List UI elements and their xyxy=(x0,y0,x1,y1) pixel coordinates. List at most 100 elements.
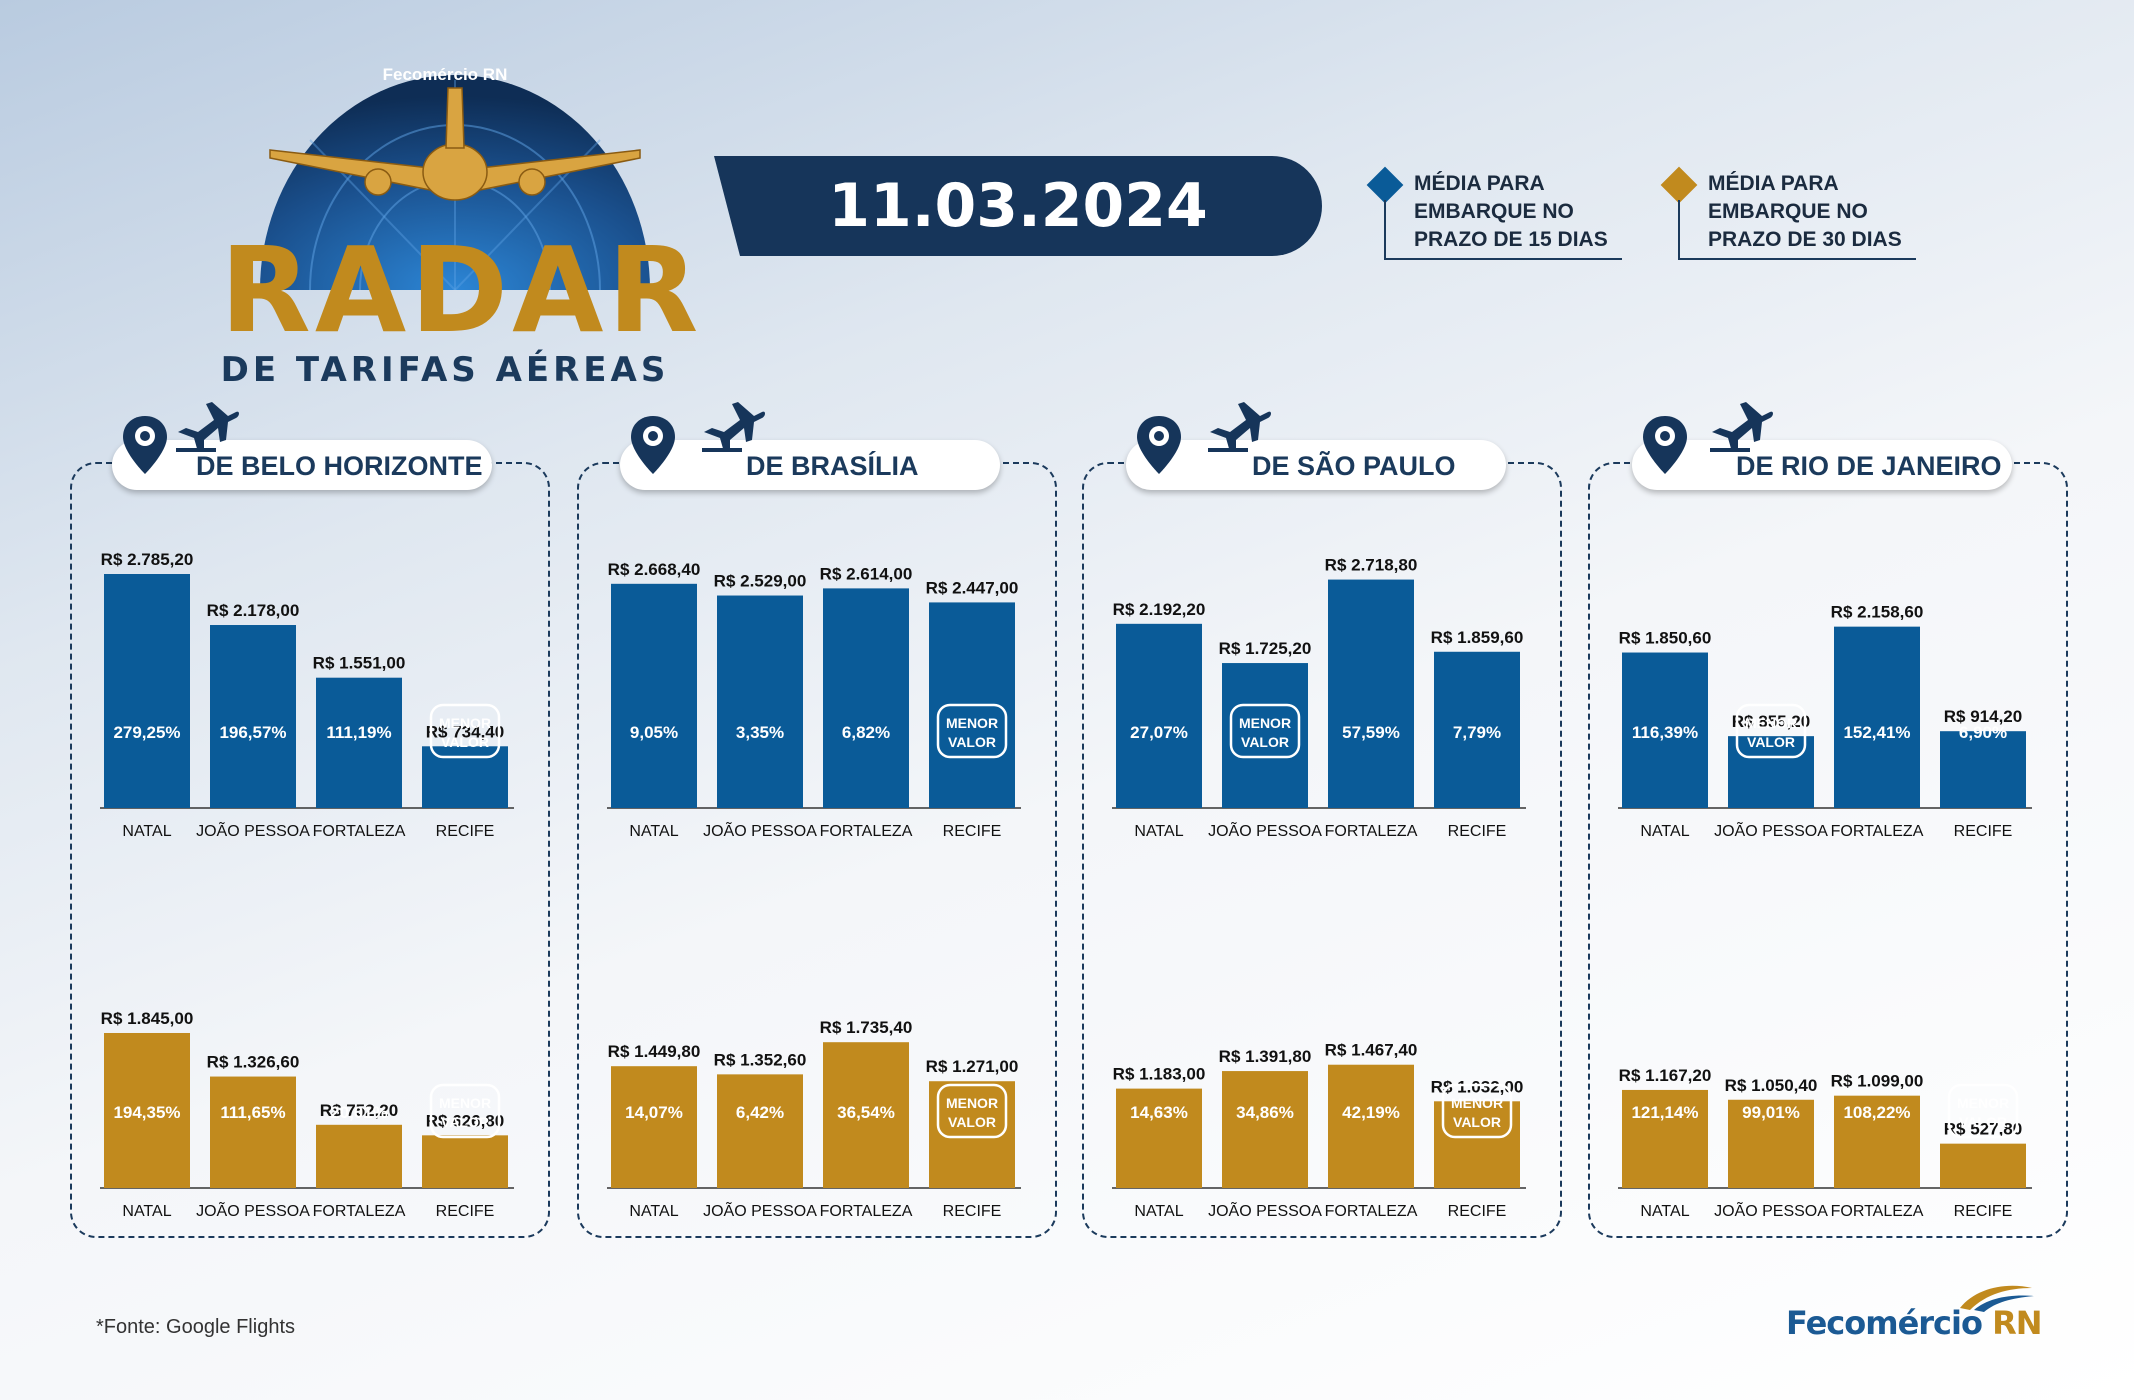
panel-tab xyxy=(1632,440,2012,490)
bar-value-label: R$ 1.183,00 xyxy=(1113,1065,1206,1084)
bar-percent-label: 121,14% xyxy=(1631,1103,1698,1122)
bar-percent-label: 7,79% xyxy=(1453,723,1501,742)
bar-percent-label: 34,86% xyxy=(1236,1103,1294,1122)
category-label: FORTALEZA xyxy=(1325,1203,1418,1220)
category-label: RECIFE xyxy=(436,823,495,840)
category-label: NATAL xyxy=(1640,823,1689,840)
category-label: JOÃO PESSOA xyxy=(196,820,310,840)
panel-tab xyxy=(112,440,492,490)
bar-percent-label: 3,35% xyxy=(736,723,784,742)
bar-value-label: R$ 1.032,00 xyxy=(1431,1077,1524,1096)
logo-swoosh-icon xyxy=(1960,1285,2034,1312)
chart-bar xyxy=(316,677,402,808)
menor-valor-text: VALOR xyxy=(1453,1114,1501,1130)
menor-valor-text: MENOR xyxy=(1239,715,1291,731)
bar-value-label: R$ 855,20 xyxy=(1732,712,1810,731)
bar-value-label: R$ 1.099,00 xyxy=(1831,1072,1924,1091)
category-label: FORTALEZA xyxy=(313,823,406,840)
category-label: FORTALEZA xyxy=(820,823,913,840)
menor-valor-badge xyxy=(1947,1083,2019,1139)
category-label: FORTALEZA xyxy=(313,1203,406,1220)
category-label: RECIFE xyxy=(1448,823,1507,840)
category-label: NATAL xyxy=(1134,1203,1183,1220)
chart-bar xyxy=(1222,1071,1308,1188)
legend-label: MÉDIA PARA EMBARQUE NO PRAZO DE 15 DIAS xyxy=(1414,172,1608,251)
airplane-icon xyxy=(1710,402,1773,452)
bar-value-label: R$ 752,20 xyxy=(320,1101,398,1120)
bar-value-label: R$ 734,40 xyxy=(426,722,504,741)
bar-value-label: R$ 527,80 xyxy=(1944,1120,2022,1139)
menor-valor-badge xyxy=(1441,1083,1513,1139)
radar-title: RADAR xyxy=(220,221,703,359)
category-label: NATAL xyxy=(629,1203,678,1220)
bar-value-label: R$ 1.352,60 xyxy=(714,1050,807,1069)
chart-bar xyxy=(1222,663,1308,808)
menor-valor-badge xyxy=(1229,703,1301,759)
logo-text: Fecomércio RN xyxy=(1786,1304,2043,1342)
airplane-front-icon xyxy=(269,87,641,201)
menor-valor-text: VALOR xyxy=(1747,734,1795,750)
bar-percent-label: 20,01% xyxy=(330,1103,388,1122)
menor-valor-text: MENOR xyxy=(1451,1095,1503,1111)
panel-title-belo-horizonte: DE BELO HORIZONTE xyxy=(196,451,483,481)
category-label: JOÃO PESSOA xyxy=(196,1200,310,1220)
chart-bar xyxy=(1834,1095,1920,1188)
category-label: FORTALEZA xyxy=(1831,823,1924,840)
category-label: JOÃO PESSOA xyxy=(1208,1200,1322,1220)
logo-text-rn: RN xyxy=(1981,1304,2042,1342)
date-text: 11.03.2024 xyxy=(828,171,1208,241)
category-label: JOÃO PESSOA xyxy=(703,1200,817,1220)
chart-bar xyxy=(1116,1088,1202,1188)
legend-item-30-days: MÉDIA PARA EMBARQUE NO PRAZO DE 30 DIAS xyxy=(1656,166,1926,262)
bar-percent-label: 196,57% xyxy=(219,723,286,742)
location-pin-icon xyxy=(1643,416,1687,474)
bar-value-label: R$ 2.614,00 xyxy=(820,564,913,583)
fecomercio-logo: Fecomércio RN xyxy=(1786,1282,2046,1352)
category-label: NATAL xyxy=(1640,1203,1689,1220)
bar-value-label: R$ 1.551,00 xyxy=(313,654,406,673)
bar-percent-label: 116,39% xyxy=(1632,723,1698,742)
menor-valor-badge xyxy=(429,703,501,759)
menor-valor-text: VALOR xyxy=(1959,1114,2007,1130)
bar-percent-label: 6,82% xyxy=(842,723,890,742)
chart-bar xyxy=(1834,626,1920,808)
category-label: NATAL xyxy=(629,823,678,840)
bar-percent-label: 14,07% xyxy=(625,1103,683,1122)
bar-value-label: R$ 1.725,20 xyxy=(1219,639,1312,658)
category-label: FORTALEZA xyxy=(1831,1203,1924,1220)
bar-percent-label: 9,05% xyxy=(630,723,678,742)
bar-value-label: R$ 626,80 xyxy=(426,1111,504,1130)
chart-bar xyxy=(210,1076,296,1188)
category-label: RECIFE xyxy=(436,1203,495,1220)
chart-bar xyxy=(316,1124,402,1188)
location-pin-icon xyxy=(123,416,167,474)
chart-bar xyxy=(611,583,697,808)
footer-source: *Fonte: Google Flights xyxy=(96,1316,295,1338)
category-label: JOÃO PESSOA xyxy=(1208,820,1322,840)
bar-value-label: R$ 2.529,00 xyxy=(714,572,807,591)
menor-valor-text: MENOR xyxy=(1957,1095,2009,1111)
bar-value-label: R$ 1.391,80 xyxy=(1219,1047,1312,1066)
chart-bar xyxy=(717,1074,803,1188)
category-label: FORTALEZA xyxy=(820,1203,913,1220)
bar-value-label: R$ 1.850,60 xyxy=(1619,629,1712,648)
bar-percent-label: 279,25% xyxy=(113,723,180,742)
bar-value-label: R$ 2.447,00 xyxy=(926,578,1019,597)
bar-percent-label: 108,22% xyxy=(1843,1103,1910,1122)
panel-title-rio-de-janeiro: DE RIO DE JANEIRO xyxy=(1736,451,2002,481)
radar-subtitle: DE TARIFAS AÉREAS xyxy=(220,350,670,390)
menor-valor-text: MENOR xyxy=(946,715,998,731)
category-label: NATAL xyxy=(122,1203,171,1220)
date-banner xyxy=(714,156,1322,256)
bar-value-label: R$ 1.845,00 xyxy=(101,1009,194,1028)
bar-value-label: R$ 2.158,60 xyxy=(1831,603,1924,622)
chart-bar xyxy=(422,746,508,808)
airplane-icon xyxy=(176,402,239,452)
menor-valor-text: MENOR xyxy=(439,715,491,731)
bar-percent-label: 194,35% xyxy=(113,1103,180,1122)
menor-valor-text: VALOR xyxy=(948,734,996,750)
chart-bar xyxy=(1622,1089,1708,1188)
legend-label: MÉDIA PARA EMBARQUE NO PRAZO DE 30 DIAS xyxy=(1708,172,1902,251)
bar-percent-label: 111,65% xyxy=(220,1103,285,1122)
